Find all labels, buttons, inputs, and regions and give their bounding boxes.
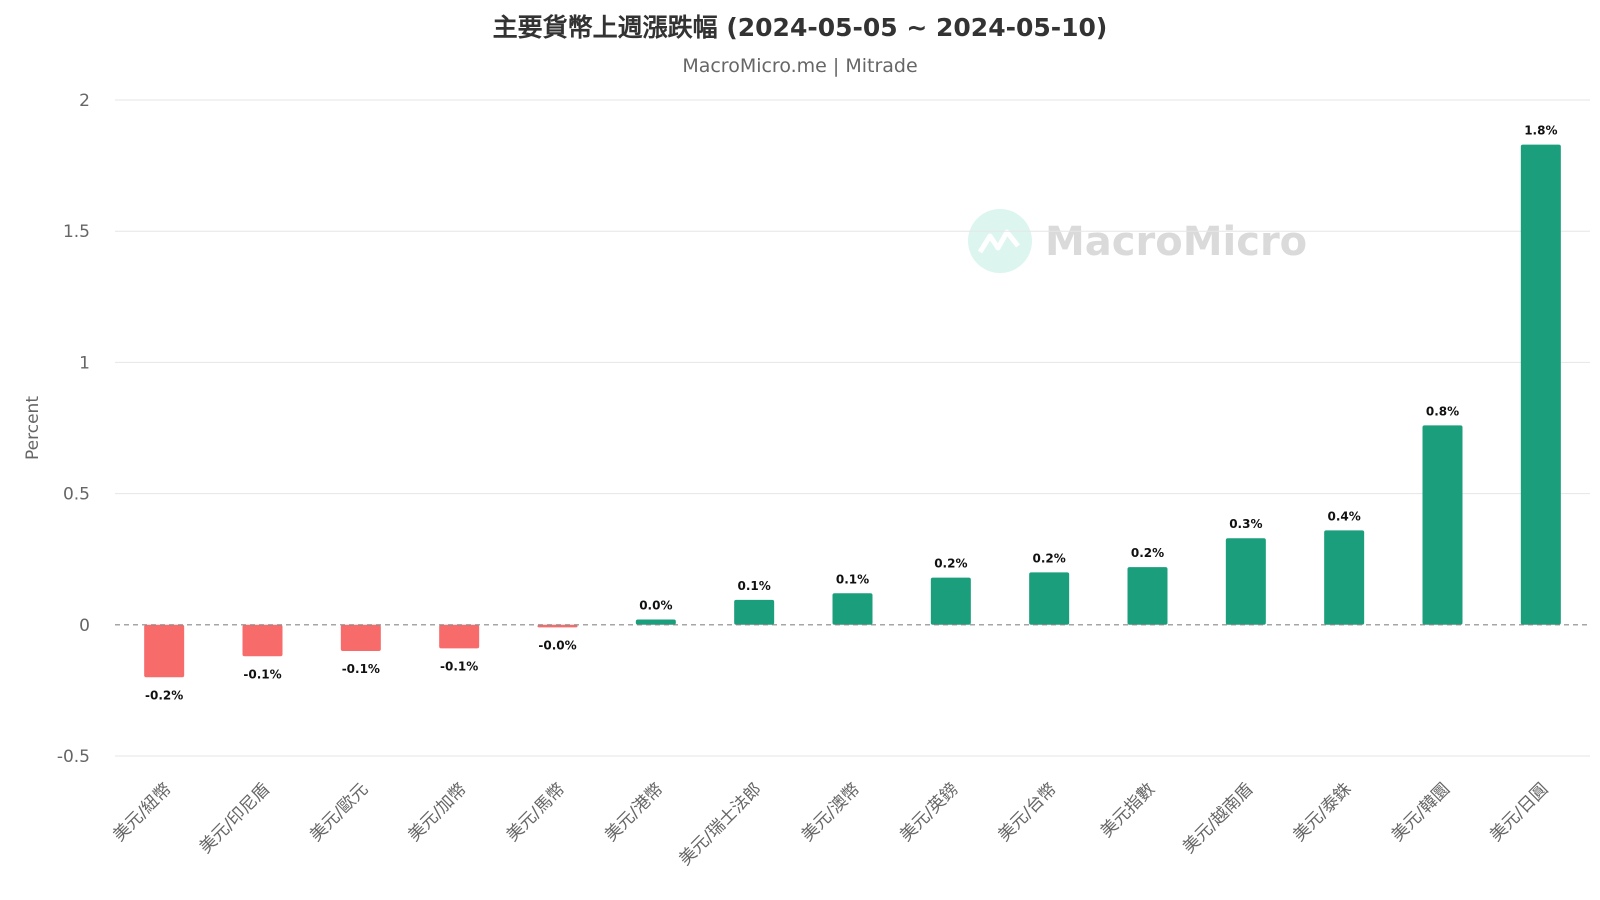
bar[interactable] [242, 624, 283, 657]
x-tick-label: 美元/泰銖 [1289, 779, 1355, 845]
y-tick-label: -0.5 [57, 747, 90, 767]
bar[interactable] [1422, 425, 1463, 625]
watermark-text: MacroMicro [1045, 219, 1307, 265]
x-tick-label: 美元/馬幣 [503, 779, 569, 845]
data-label: 0.2% [1131, 546, 1164, 560]
bar[interactable] [1029, 572, 1070, 625]
bar[interactable] [1127, 567, 1168, 625]
bar[interactable] [930, 577, 971, 625]
x-tick-label: 美元/英鎊 [896, 779, 962, 845]
y-tick-label: 1.5 [63, 222, 90, 242]
bar[interactable] [439, 624, 480, 649]
data-label: 0.3% [1229, 517, 1262, 531]
x-tick-label: 美元指數 [1097, 779, 1159, 841]
chart-title: 主要貨幣上週漲跌幅 (2024-05-05 ~ 2024-05-10) [493, 13, 1108, 42]
bar[interactable] [734, 599, 775, 625]
bar[interactable] [144, 624, 185, 678]
data-label: -0.0% [538, 638, 576, 652]
data-label: 0.1% [836, 572, 869, 586]
y-tick-label: 0 [79, 616, 90, 636]
bar[interactable] [1520, 144, 1561, 625]
data-label: 0.4% [1328, 509, 1361, 523]
x-tick-label: 美元/日圓 [1486, 779, 1552, 845]
y-axis-label: Percent [23, 396, 43, 460]
data-label: 0.0% [639, 599, 672, 613]
data-label: -0.1% [440, 659, 478, 673]
data-label: 0.1% [738, 579, 771, 593]
x-tick-label: 美元/港幣 [601, 779, 667, 845]
data-label: -0.2% [145, 688, 183, 702]
bar[interactable] [832, 593, 873, 625]
bar[interactable] [340, 624, 381, 652]
data-label: -0.1% [243, 667, 281, 681]
x-tick-label: 美元/印尼盾 [196, 779, 274, 857]
x-tick-label: 美元/澳幣 [798, 779, 864, 845]
bar[interactable] [1324, 530, 1365, 625]
data-label: 0.2% [934, 557, 967, 571]
x-tick-label: 美元/加幣 [404, 779, 470, 845]
x-tick-label: 美元/台幣 [994, 779, 1060, 845]
y-tick-label: 0.5 [63, 485, 90, 505]
bar[interactable] [635, 619, 676, 625]
x-tick-label: 美元/瑞士法郎 [675, 779, 765, 869]
chart-subtitle: MacroMicro.me | Mitrade [682, 55, 917, 77]
data-label: -0.1% [342, 662, 380, 676]
x-tick-label: 美元/歐元 [306, 779, 372, 845]
data-label: 0.8% [1426, 404, 1459, 418]
x-tick-label: 美元/越南盾 [1179, 779, 1257, 857]
watermark: MacroMicro [968, 209, 1307, 273]
x-tick-label: 美元/韓圜 [1388, 779, 1454, 845]
data-label: 0.2% [1033, 551, 1066, 565]
y-tick-label: 2 [79, 91, 90, 111]
x-tick-label: 美元/紐幣 [109, 779, 175, 845]
y-tick-label: 1 [79, 353, 90, 373]
data-label: 1.8% [1524, 124, 1557, 138]
bar[interactable] [1225, 538, 1266, 625]
bar[interactable] [537, 624, 578, 628]
